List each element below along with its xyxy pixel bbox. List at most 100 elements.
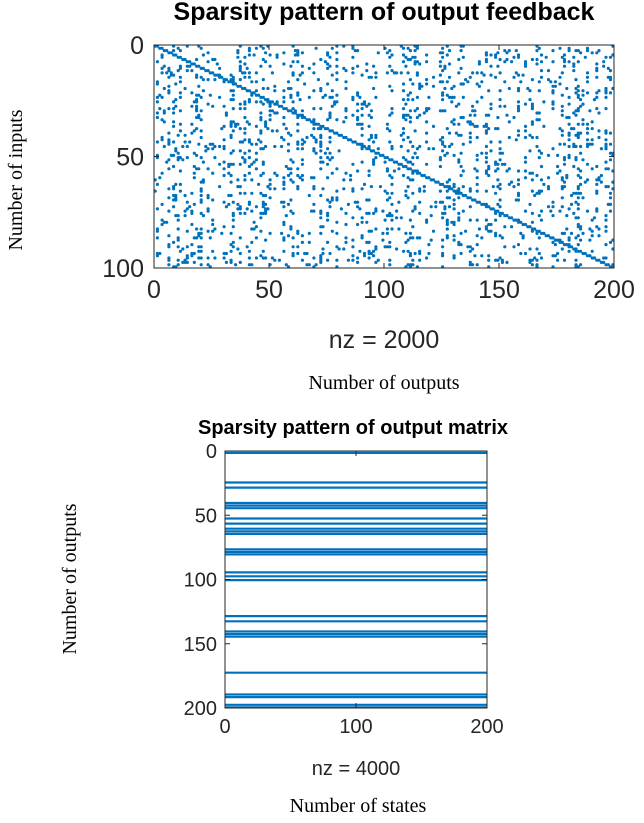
nonzero-point bbox=[224, 113, 228, 117]
nonzero-point bbox=[480, 151, 484, 155]
nonzero-point bbox=[595, 75, 599, 79]
nonzero-point bbox=[574, 158, 578, 162]
nonzero-point bbox=[560, 109, 564, 113]
nonzero-point bbox=[367, 138, 371, 142]
nonzero-point bbox=[461, 193, 465, 198]
nonzero-point bbox=[245, 66, 249, 70]
nonzero-point bbox=[457, 211, 461, 215]
nonzero-point bbox=[484, 124, 488, 128]
nonzero-point bbox=[257, 138, 261, 142]
nonzero-point bbox=[411, 156, 415, 160]
nonzero-point bbox=[500, 236, 504, 240]
nonzero-point bbox=[236, 202, 240, 206]
nonzero-point bbox=[300, 71, 304, 75]
nonzero-point bbox=[349, 178, 353, 182]
nonzero-point bbox=[367, 144, 371, 149]
nonzero-point bbox=[484, 60, 488, 64]
nonzero-point bbox=[445, 218, 449, 222]
nonzero-point bbox=[229, 249, 233, 253]
nonzero-point bbox=[408, 115, 412, 120]
nonzero-point bbox=[390, 144, 394, 149]
nonzero-point bbox=[346, 202, 350, 206]
nonzero-point bbox=[335, 64, 339, 68]
nonzero-point bbox=[158, 251, 162, 256]
nonzero-point bbox=[273, 111, 277, 115]
nonzero-point bbox=[397, 167, 401, 171]
nonzero-point bbox=[503, 60, 507, 64]
nonzero-point bbox=[445, 180, 449, 184]
nonzero-point bbox=[298, 98, 302, 102]
nonzero-point bbox=[388, 245, 392, 249]
nonzero-point bbox=[551, 49, 555, 53]
nonzero-point bbox=[172, 198, 176, 202]
nonzero-point bbox=[245, 120, 249, 124]
nonzero-point bbox=[360, 102, 364, 106]
nonzero-point bbox=[401, 113, 406, 117]
nonzero-point bbox=[261, 86, 265, 91]
nonzero-point bbox=[190, 62, 194, 66]
nonzero-point bbox=[408, 160, 412, 164]
nonzero-point bbox=[471, 71, 475, 75]
nonzero-point bbox=[468, 120, 472, 124]
nonzero-point bbox=[560, 178, 564, 182]
nonzero-point bbox=[484, 160, 488, 164]
nonzero-point bbox=[337, 133, 341, 137]
nonzero-point bbox=[452, 182, 456, 186]
nonzero-point bbox=[234, 82, 238, 86]
nonzero-point bbox=[344, 86, 348, 91]
nonzero-point bbox=[438, 109, 442, 113]
nonzero-point bbox=[261, 202, 265, 206]
nonzero-point bbox=[606, 185, 610, 189]
nonzero-point bbox=[574, 49, 578, 53]
nonzero-point bbox=[162, 64, 166, 68]
nonzero-point bbox=[351, 71, 355, 75]
nonzero-point bbox=[201, 53, 205, 57]
nonzero-point bbox=[565, 214, 569, 218]
nonzero-point bbox=[388, 49, 392, 53]
nonzero-point bbox=[229, 151, 233, 155]
nonzero-point bbox=[392, 169, 396, 173]
nonzero-point bbox=[425, 109, 429, 113]
nonzero-point bbox=[231, 240, 235, 244]
nonzero-point bbox=[496, 202, 500, 206]
nonzero-point bbox=[546, 185, 551, 189]
nonzero-point bbox=[155, 140, 159, 144]
nonzero-point bbox=[172, 111, 176, 115]
nonzero-point bbox=[519, 220, 523, 224]
nonzero-point bbox=[197, 245, 201, 249]
nonzero-point bbox=[342, 66, 346, 70]
nonzero-point bbox=[374, 95, 378, 99]
nonzero-point bbox=[289, 133, 293, 137]
nonzero-point bbox=[608, 196, 613, 200]
nonzero-point bbox=[533, 193, 537, 198]
nonzero-point bbox=[176, 158, 180, 162]
nonzero-point bbox=[388, 196, 392, 200]
nonzero-point bbox=[530, 229, 535, 233]
nonzero-point bbox=[158, 46, 162, 50]
nonzero-point bbox=[388, 129, 392, 133]
nonzero-point bbox=[335, 258, 339, 262]
nonzero-point bbox=[236, 207, 240, 211]
nonzero-point bbox=[546, 176, 551, 180]
nonzero-point bbox=[530, 263, 535, 267]
nonzero-point bbox=[316, 78, 320, 82]
nonzero-point bbox=[300, 64, 304, 68]
nonzero-point bbox=[234, 124, 238, 128]
nonzero-point bbox=[326, 51, 330, 55]
nonzero-point bbox=[606, 167, 610, 171]
nonzero-point bbox=[176, 245, 180, 249]
nonzero-point bbox=[330, 46, 334, 50]
nonzero-point bbox=[307, 118, 311, 122]
nonzero-point bbox=[597, 89, 601, 93]
nonzero-point bbox=[358, 207, 362, 211]
nonzero-point bbox=[441, 91, 445, 95]
nonzero-point bbox=[457, 187, 461, 191]
nonzero-point bbox=[606, 75, 610, 79]
nonzero-point bbox=[259, 100, 263, 104]
nonzero-point bbox=[190, 222, 194, 227]
nonzero-point bbox=[243, 100, 247, 104]
nonzero-point bbox=[390, 107, 394, 111]
nonzero-point bbox=[197, 249, 201, 253]
nonzero-point bbox=[259, 147, 263, 151]
nonzero-point bbox=[441, 46, 445, 50]
